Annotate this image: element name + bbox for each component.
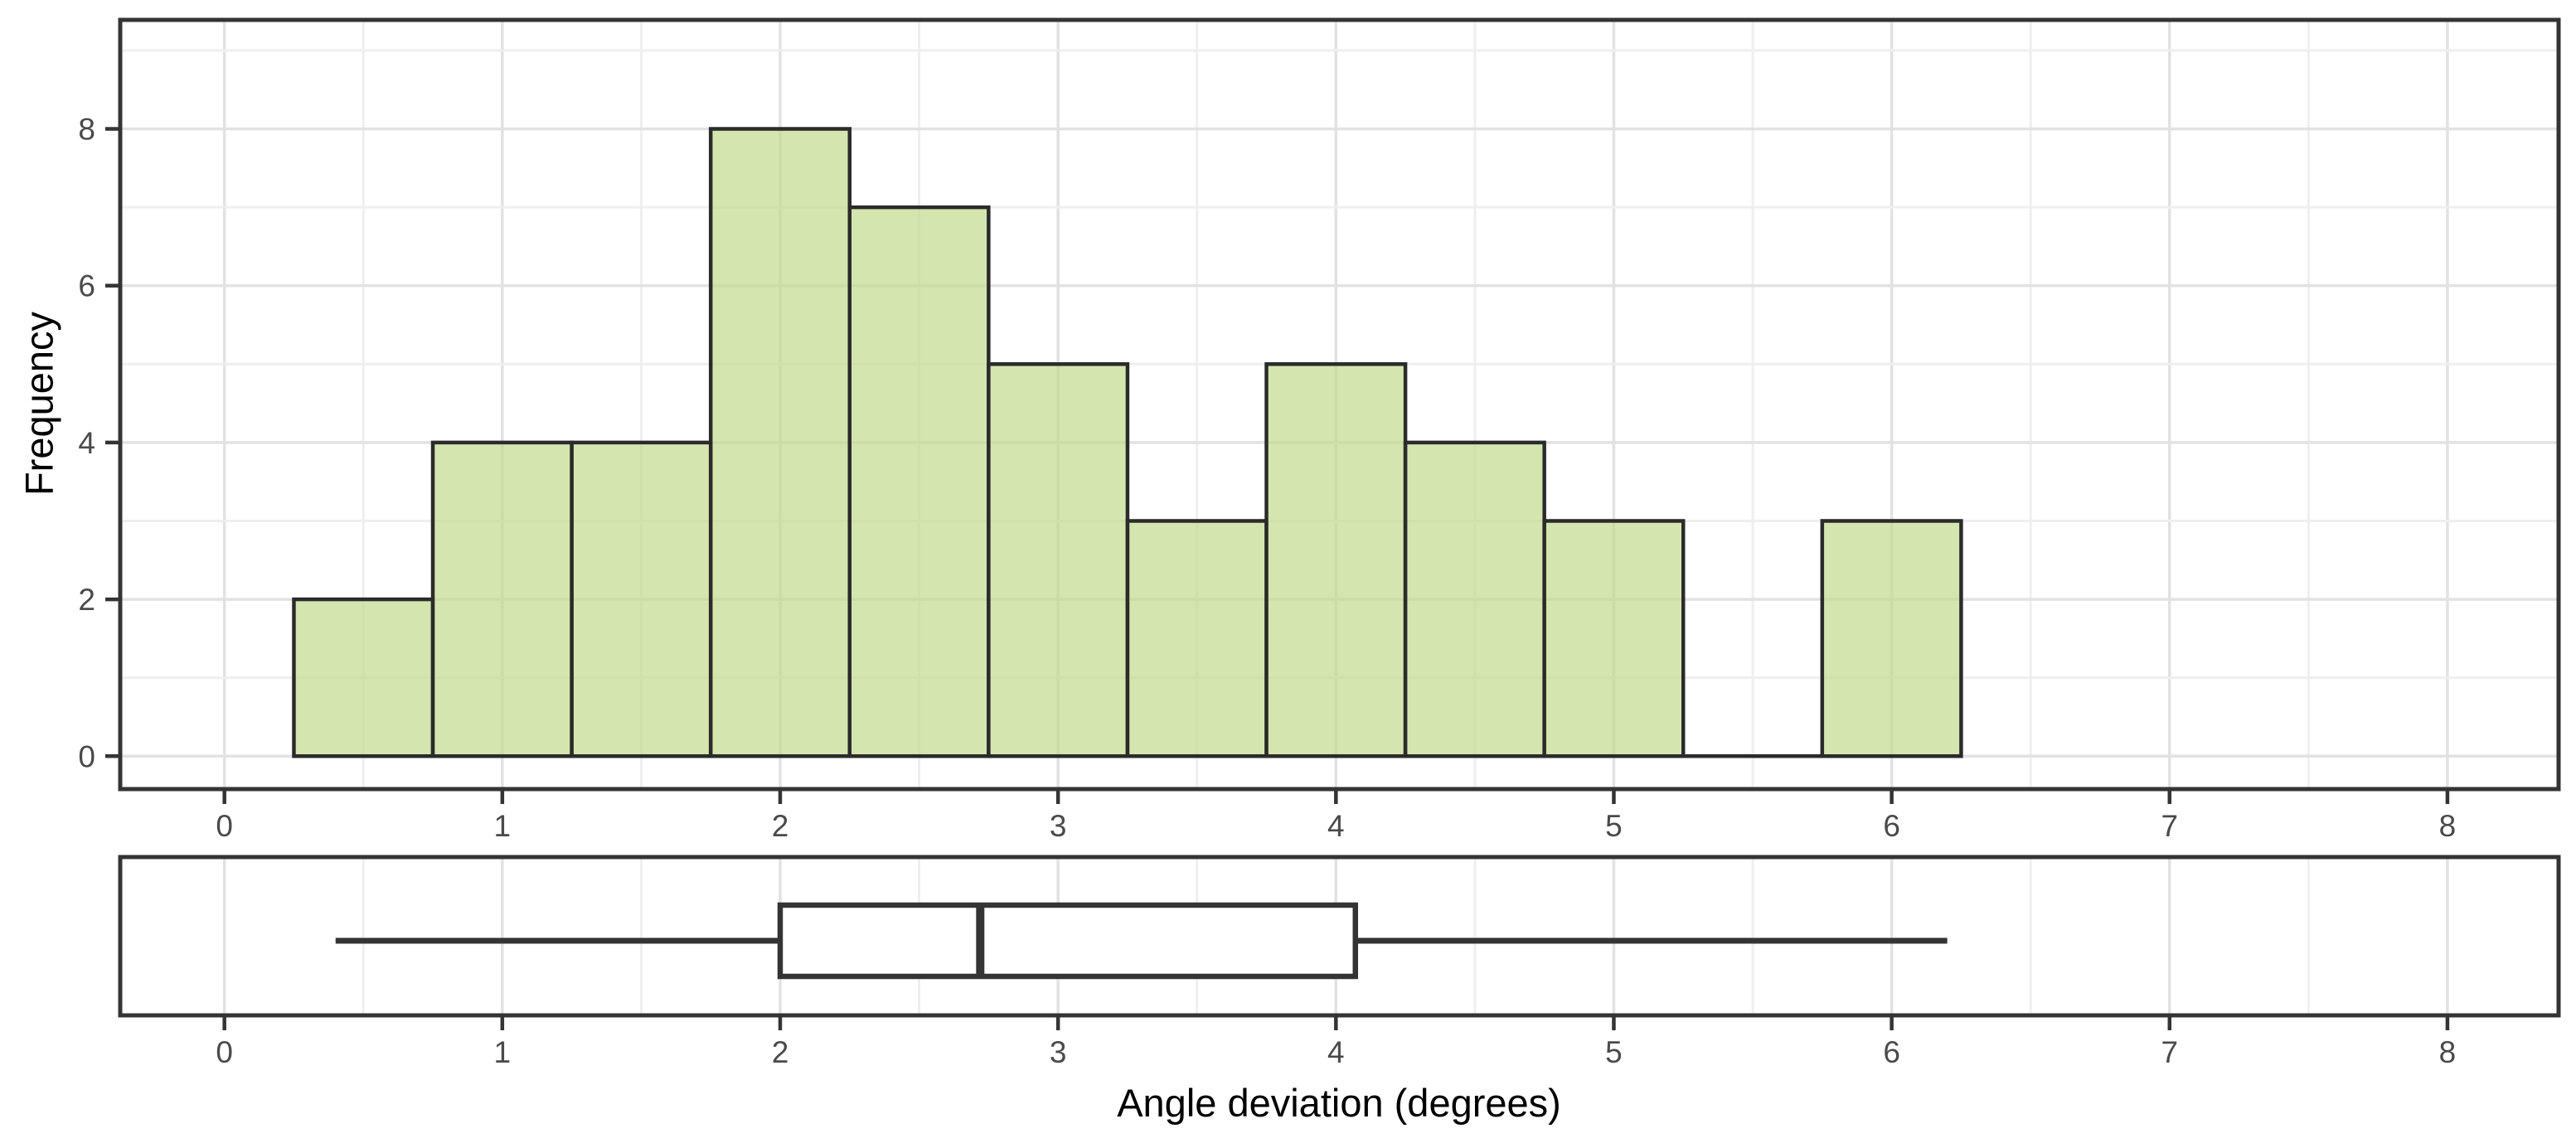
x-axis-tick-label: 2 [772,809,789,843]
x-axis-tick-label: 4 [1327,809,1345,843]
histogram-bar [570,440,713,758]
x-axis-tick-label: 0 [216,809,233,843]
x-axis-title: Angle deviation (degrees) [1117,1081,1561,1125]
panel-border [118,855,2561,1018]
histogram-bar [1264,362,1408,758]
histogram-bar [292,597,435,758]
x-axis-tick-label: 7 [2161,1035,2178,1069]
panel-border [118,17,2561,792]
histogram-bar [1403,440,1546,758]
x-axis-tick-label: 5 [1605,809,1623,843]
x-axis-tick-label: 8 [2439,1035,2457,1069]
x-axis-tick-label: 6 [1883,809,1900,843]
histogram-bar [1125,519,1269,758]
x-axis-tick-label: 7 [2161,809,2178,843]
x-axis-tick-label: 5 [1605,1035,1623,1069]
histogram-bar [1542,519,1686,758]
histogram-bar [708,127,852,758]
y-axis-tick-label: 0 [78,739,95,773]
histogram-bar [1820,519,1963,758]
y-axis-tick-label: 8 [78,112,95,146]
histogram-bar [430,440,574,758]
boxplot-box [777,902,1359,980]
x-axis-tick-label: 0 [216,1035,233,1069]
y-axis-title: Frequency [17,311,61,496]
x-axis-tick-label: 6 [1883,1035,1900,1069]
x-axis-tick-label: 8 [2439,809,2457,843]
y-axis-tick-label: 6 [78,269,95,303]
x-axis-tick-label: 2 [772,1035,789,1069]
x-axis-tick-label: 1 [494,1035,512,1069]
y-axis-tick-label: 4 [78,426,95,460]
x-axis-tick-label: 1 [494,809,512,843]
x-axis-tick-label: 3 [1050,1035,1067,1069]
histogram-bar [987,362,1130,758]
y-axis-tick-label: 2 [78,583,95,617]
x-axis-tick-label: 4 [1327,1035,1345,1069]
x-axis-tick-label: 3 [1050,809,1067,843]
histogram-bar [847,205,991,758]
